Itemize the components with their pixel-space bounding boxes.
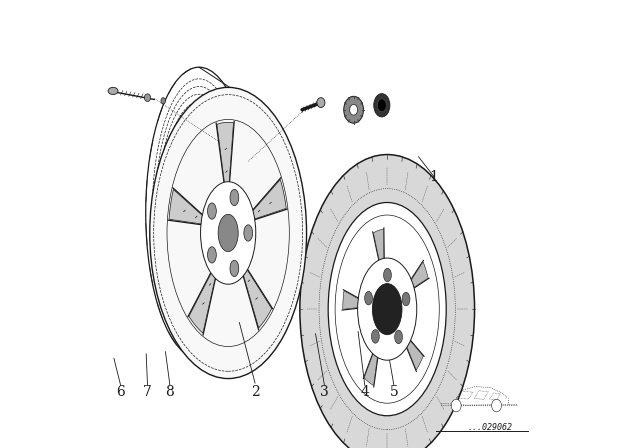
Ellipse shape [207, 247, 216, 263]
Polygon shape [169, 190, 210, 225]
Ellipse shape [300, 155, 475, 448]
Polygon shape [404, 262, 428, 293]
Ellipse shape [371, 330, 380, 343]
Ellipse shape [230, 190, 239, 206]
Text: 8: 8 [166, 385, 174, 399]
Ellipse shape [161, 98, 166, 104]
Ellipse shape [230, 260, 239, 276]
Text: 3: 3 [320, 385, 329, 399]
Polygon shape [373, 229, 384, 276]
Polygon shape [239, 259, 271, 328]
Polygon shape [343, 291, 368, 310]
Ellipse shape [207, 203, 216, 219]
Ellipse shape [451, 399, 461, 412]
Ellipse shape [395, 330, 403, 344]
Polygon shape [364, 340, 380, 386]
Polygon shape [246, 180, 286, 222]
Text: ...029062: ...029062 [468, 423, 513, 432]
Ellipse shape [328, 202, 446, 416]
Ellipse shape [358, 258, 417, 360]
Ellipse shape [374, 94, 390, 117]
Ellipse shape [145, 94, 150, 102]
Polygon shape [401, 331, 423, 370]
Ellipse shape [492, 399, 502, 412]
Ellipse shape [402, 292, 410, 306]
Ellipse shape [108, 87, 118, 95]
Ellipse shape [349, 104, 358, 115]
Ellipse shape [317, 98, 325, 108]
Ellipse shape [372, 284, 402, 335]
Ellipse shape [383, 268, 392, 282]
Ellipse shape [150, 87, 307, 379]
Polygon shape [189, 262, 218, 333]
Ellipse shape [244, 225, 253, 241]
Ellipse shape [344, 96, 364, 123]
Text: 5: 5 [390, 385, 398, 399]
Text: 4: 4 [360, 385, 369, 399]
Ellipse shape [218, 214, 238, 252]
Text: 2: 2 [251, 385, 259, 399]
Ellipse shape [365, 291, 372, 305]
Text: 6: 6 [116, 385, 125, 399]
Ellipse shape [200, 182, 256, 284]
Text: 1: 1 [430, 170, 438, 184]
Text: 7: 7 [143, 385, 152, 399]
Polygon shape [217, 122, 234, 198]
Ellipse shape [378, 99, 387, 112]
